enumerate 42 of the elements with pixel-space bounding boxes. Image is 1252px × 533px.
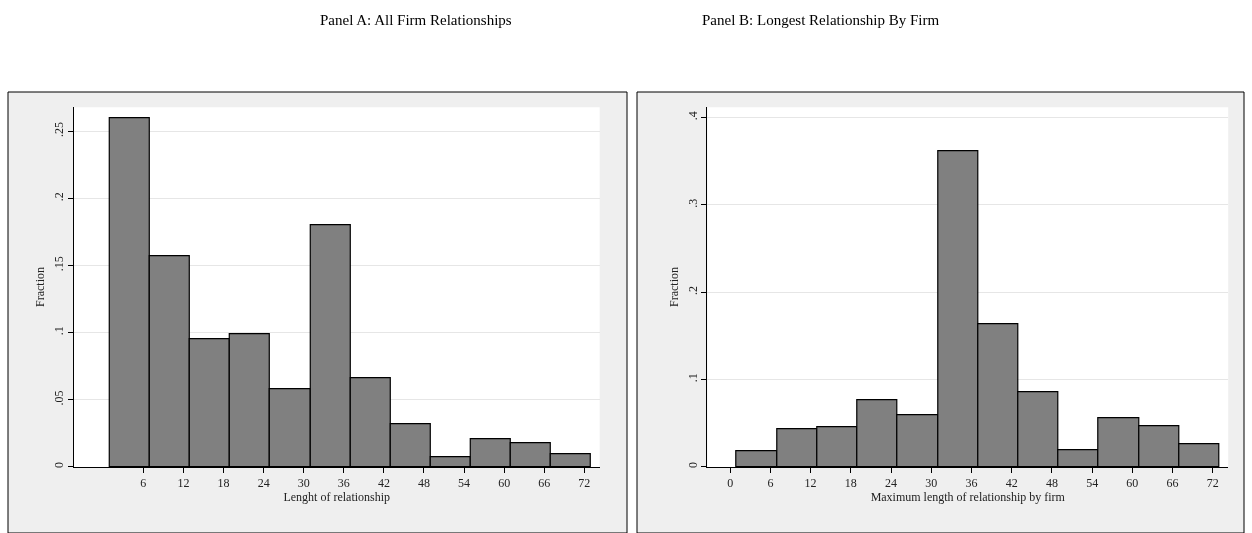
y-tick-label: .05 <box>52 390 67 406</box>
x-tick-label: 24 <box>257 476 270 491</box>
y-tick-label: 0 <box>685 462 700 469</box>
y-tick-label: .25 <box>52 121 67 137</box>
x-tick-label: 72 <box>1206 476 1219 491</box>
y-tick-label: .15 <box>52 256 67 272</box>
x-tick-label: 60 <box>1126 476 1139 491</box>
x-tick-label: 54 <box>458 476 471 491</box>
x-tick-label: 0 <box>727 476 734 491</box>
x-tick-label: 54 <box>1086 476 1099 491</box>
x-tick-label: 12 <box>804 476 817 491</box>
y-tick-label: .3 <box>685 198 700 208</box>
x-tick-label: 6 <box>140 476 147 491</box>
chart-title: Panel A: All Firm Relationships <box>320 12 512 28</box>
x-tick-label: 36 <box>337 476 350 491</box>
x-tick-label: 18 <box>217 476 230 491</box>
x-tick-label: 60 <box>498 476 511 491</box>
x-tick-label: 30 <box>297 476 310 491</box>
y-tick-label: .4 <box>685 111 700 121</box>
x-tick-label: 6 <box>767 476 774 491</box>
x-tick-label: 42 <box>1005 476 1018 491</box>
x-tick-label: 18 <box>844 476 857 491</box>
y-tick-label: 0 <box>52 462 67 469</box>
y-tick-label: .1 <box>685 373 700 383</box>
x-tick-label: 72 <box>578 476 591 491</box>
x-tick-label: 30 <box>925 476 938 491</box>
x-tick-label: 36 <box>965 476 978 491</box>
x-tick-label: 66 <box>1166 476 1179 491</box>
x-tick-label: 48 <box>1045 476 1058 491</box>
x-tick-label: 12 <box>177 476 190 491</box>
y-tick-label: .2 <box>685 285 700 295</box>
x-tick-label: 42 <box>377 476 390 491</box>
x-tick-label: 48 <box>417 476 430 491</box>
y-axis-title: Fraction <box>666 267 681 308</box>
x-tick-label: 66 <box>538 476 551 491</box>
x-axis-title: Lenght of relationship <box>283 490 391 505</box>
chart-title: Panel B: Longest Relationship By Firm <box>702 12 940 28</box>
y-tick-label: .2 <box>52 192 67 202</box>
x-tick-label: 24 <box>885 476 898 491</box>
y-axis-title: Fraction <box>33 267 48 308</box>
x-axis-title: Maximum length of relationship by firm <box>870 490 1066 505</box>
y-tick-label: .1 <box>52 326 67 336</box>
